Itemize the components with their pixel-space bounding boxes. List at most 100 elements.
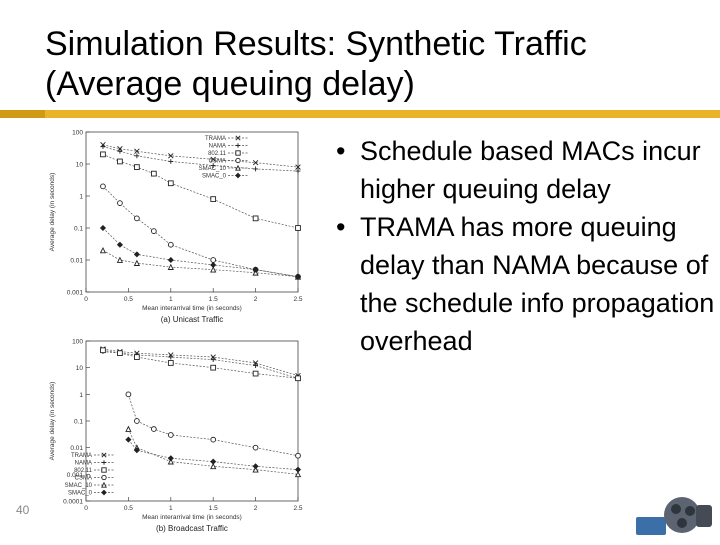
series-csma <box>100 183 301 280</box>
y-tick-label: 0.1 <box>74 226 83 233</box>
legend-label: TRAMA <box>205 136 226 142</box>
data-point-square <box>235 150 241 156</box>
bullet-item: • TRAMA has more queuing delay than NAMA… <box>336 208 716 360</box>
legend-label: SMAC_10 <box>199 166 227 172</box>
data-point-+ <box>117 148 123 154</box>
data-point-x <box>210 354 216 360</box>
data-point-diamond <box>133 251 140 258</box>
data-point-triangle <box>101 481 107 488</box>
series-802-11 <box>100 347 301 382</box>
legend-label: TRAMA <box>71 453 92 459</box>
y-tick-label: 0.01 <box>70 258 83 265</box>
data-point-diamond <box>133 447 140 454</box>
series-csma <box>125 391 301 459</box>
data-point-triangle <box>210 266 217 273</box>
data-point-square <box>100 151 106 158</box>
data-point-square <box>252 215 259 222</box>
data-point-x <box>295 164 301 170</box>
data-point-diamond <box>210 458 217 465</box>
data-point-x <box>101 452 107 458</box>
legend-label: 802.11 <box>74 468 93 474</box>
legend-label: CSMA <box>75 476 92 482</box>
data-point-+ <box>168 354 174 360</box>
accent-bar-dark <box>0 110 45 118</box>
data-point-x <box>210 156 216 163</box>
legend-label: 802.11 <box>208 151 227 157</box>
data-point-triangle <box>252 466 259 473</box>
chart-unicast-svg: 0.001 0.01 0.1 1 10 100 0 0.5 1 1.5 2 2.5 Mean inter… <box>49 130 303 325</box>
x-tick-label: 0.5 <box>124 296 133 303</box>
y-axis-label: Average delay (in seconds) <box>49 173 56 252</box>
x-tick-label: 2 <box>254 505 258 512</box>
legend-label: NAMA <box>209 144 226 150</box>
data-point-diamond <box>252 463 259 470</box>
data-point-diamond <box>294 273 302 280</box>
data-point-circle <box>167 432 174 438</box>
chart-caption: (b) Broadcast Traffic <box>156 524 228 533</box>
series-line <box>128 394 299 457</box>
data-point-diamond <box>101 489 107 496</box>
data-point-+ <box>235 143 241 148</box>
data-point-+ <box>295 168 301 174</box>
x-axis-label: Mean interarrival time (in seconds) <box>142 514 242 521</box>
legend-label: NAMA <box>75 461 92 467</box>
data-point-diamond <box>210 261 217 268</box>
y-tick-label: 1 <box>79 194 83 201</box>
data-point-triangle <box>125 425 132 432</box>
bullet-text: Schedule based MACs incur higher queuing… <box>360 136 701 204</box>
data-point-x <box>252 360 259 366</box>
data-point-x <box>252 159 259 166</box>
series-line <box>102 186 299 278</box>
data-point-square <box>210 196 217 202</box>
legend-label: SMAC_0 <box>68 491 93 497</box>
chart-caption: (a) Unicast Traffic <box>161 315 224 324</box>
page-number: 40 <box>16 503 30 517</box>
data-point-+ <box>100 144 106 149</box>
y-tick-label: 1 <box>79 392 83 399</box>
y-tick-label: 0.1 <box>74 419 83 426</box>
series-smac-0 <box>99 224 302 280</box>
data-point-x <box>235 135 241 141</box>
data-point-circle <box>235 157 241 164</box>
chart-broadcast: 0.0001 0.001 0.01 0.1 1 10 100 0 0.5 1 1.5 2 2.5 Mean… <box>40 333 315 545</box>
data-point-circle <box>125 391 132 398</box>
data-point-circle <box>100 183 106 190</box>
data-point-x <box>168 153 174 159</box>
y-tick-label: 100 <box>72 130 83 137</box>
bullet-text: TRAMA has more queuing delay than NAMA b… <box>360 212 715 356</box>
legend-label: SMAC_0 <box>202 174 227 180</box>
data-point-circle <box>150 228 157 234</box>
legend-label: CSMA <box>209 159 226 165</box>
y-tick-label: 100 <box>72 339 83 346</box>
data-point-square <box>117 350 123 357</box>
y-tick-label: 10 <box>76 162 84 169</box>
chart-broadcast-svg: 0.0001 0.001 0.01 0.1 1 10 100 0 0.5 1 1.5 2 2.5 Mean… <box>49 339 303 534</box>
data-point-diamond <box>116 241 123 248</box>
data-point-diamond <box>125 436 132 443</box>
data-point-+ <box>168 159 174 164</box>
data-point-circle <box>295 452 301 459</box>
y-tick-label: 0.0001 <box>63 499 83 506</box>
robot-logo <box>636 497 712 535</box>
data-point-triangle <box>133 259 141 266</box>
legend-label: SMAC_10 <box>65 483 93 489</box>
series-smac-0 <box>125 436 302 473</box>
data-point-circle <box>101 474 107 481</box>
data-point-+ <box>210 357 216 363</box>
data-point-circle <box>252 444 259 451</box>
data-point-+ <box>253 166 258 172</box>
x-tick-label: 0.5 <box>124 505 133 512</box>
data-point-diamond <box>167 455 174 462</box>
y-tick-label: 0.01 <box>70 445 83 452</box>
accent-bar <box>0 110 720 118</box>
data-point-triangle <box>210 462 217 470</box>
series-trama <box>100 346 301 379</box>
data-point-circle <box>167 241 174 248</box>
data-point-square <box>101 467 107 473</box>
series-line <box>128 428 299 475</box>
data-point-square <box>167 360 174 366</box>
series-802-11 <box>100 151 301 231</box>
slide-title: Simulation Results: Synthetic Traffic (A… <box>45 24 705 104</box>
bullet-item: • Schedule based MACs incur higher queui… <box>336 132 716 208</box>
